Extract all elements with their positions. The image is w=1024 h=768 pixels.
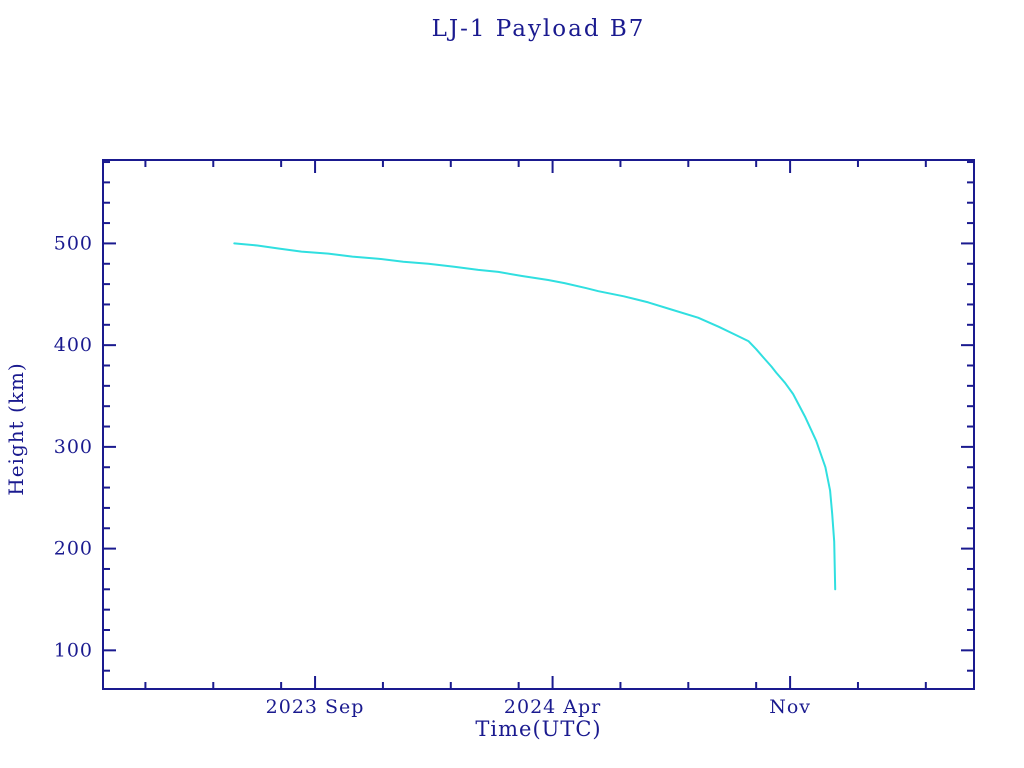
x-tick-label: 2023 Sep: [266, 696, 365, 718]
y-tick-label: 100: [54, 639, 93, 661]
x-tick-label: 2024 Apr: [504, 696, 601, 718]
x-tick-label: Nov: [769, 696, 811, 718]
y-tick-label: 400: [54, 334, 93, 356]
y-tick-label: 500: [54, 232, 93, 254]
x-axis-title: Time(UTC): [475, 717, 602, 741]
decay-curve: [233, 242, 837, 591]
y-tick-label: 300: [54, 436, 93, 458]
y-tick-label: 200: [54, 538, 93, 560]
plot-frame: [102, 159, 975, 690]
chart-title: LJ-1 Payload B7: [431, 16, 646, 42]
